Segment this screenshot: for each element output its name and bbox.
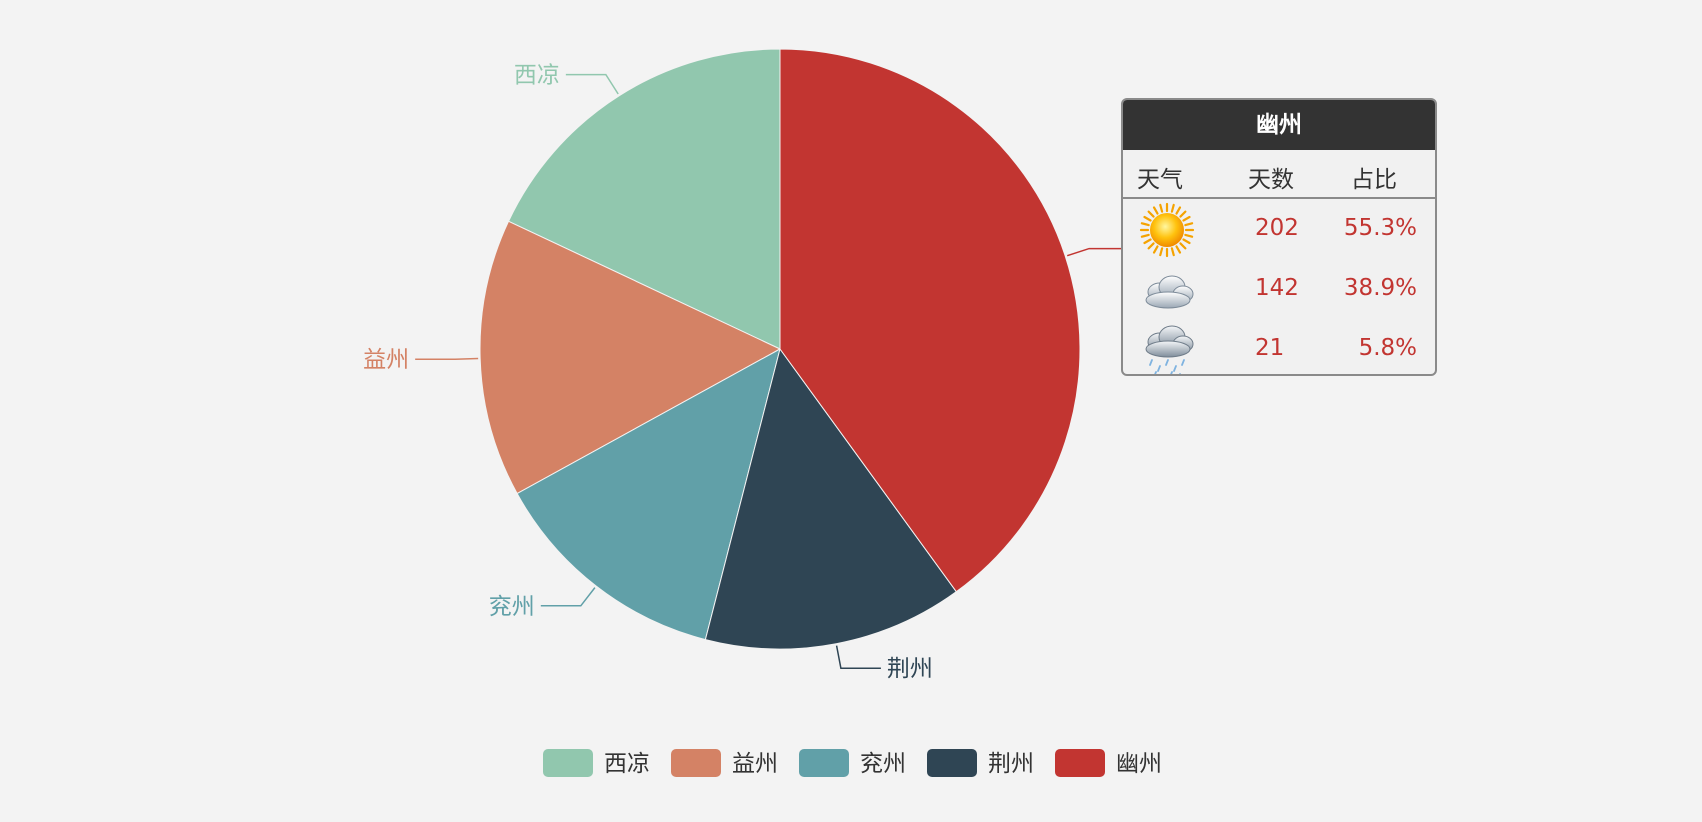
legend-item[interactable]: 西凉 [543,749,650,777]
tooltip-header-days: 天数 [1248,167,1294,193]
legend-label: 荆州 [988,751,1034,777]
tooltip-pct: 55.3% [1343,215,1417,241]
tooltip-row: 21 5.8% [1123,319,1435,374]
legend-label: 西凉 [604,751,650,777]
legend-item[interactable]: 幽州 [1055,749,1162,777]
pie-slice[interactable] [507,48,781,350]
pie-slice[interactable] [479,220,782,495]
rain-cloud-icon [1145,325,1194,374]
legend-swatch [1055,749,1105,777]
label-leader-line [835,645,881,669]
legend: 西凉 益州 兖州 荆州 幽州 [543,749,1162,777]
pie-slice[interactable] [779,48,1081,593]
legend-swatch [543,749,593,777]
tooltip-row: 142 38.9% [1123,259,1435,319]
legend-item[interactable]: 益州 [671,749,778,777]
tooltip: 幽州 天气 天数 占比 202 55.3% [1121,98,1437,376]
cloud-icon [1145,275,1194,309]
label-leader-line [1066,247,1130,257]
tooltip-pct: 5.8% [1358,335,1417,361]
tooltip-header-pct: 占比 [1351,167,1397,193]
tooltip-days: 142 [1255,275,1299,301]
label-leader-line [415,357,479,360]
legend-item[interactable]: 兖州 [799,749,906,777]
label-leader-line [565,73,619,95]
legend-label: 兖州 [860,751,906,777]
legend-swatch [927,749,977,777]
pie-slice[interactable] [516,348,781,641]
tooltip-header-row: 天气 天数 占比 [1123,150,1435,199]
pie-slices [479,48,1081,650]
label-leader-line [540,587,596,607]
slice-label: 兖州 [489,594,535,620]
tooltip-days: 202 [1255,215,1299,241]
legend-swatch [799,749,849,777]
legend-label: 幽州 [1116,751,1162,777]
slice-label: 益州 [363,347,409,373]
legend-item[interactable]: 荆州 [927,749,1034,777]
tooltip-row: 202 55.3% [1123,199,1435,259]
pie-slice[interactable] [704,347,958,650]
tooltip-days: 21 [1255,335,1285,361]
tooltip-title: 幽州 [1123,100,1435,150]
tooltip-header-weather: 天气 [1137,167,1183,193]
slice-label: 西凉 [514,63,560,89]
tooltip-pct: 38.9% [1343,275,1417,301]
legend-swatch [671,749,721,777]
slice-label: 荆州 [887,656,933,682]
sun-icon [1139,202,1195,258]
legend-label: 益州 [732,751,778,777]
